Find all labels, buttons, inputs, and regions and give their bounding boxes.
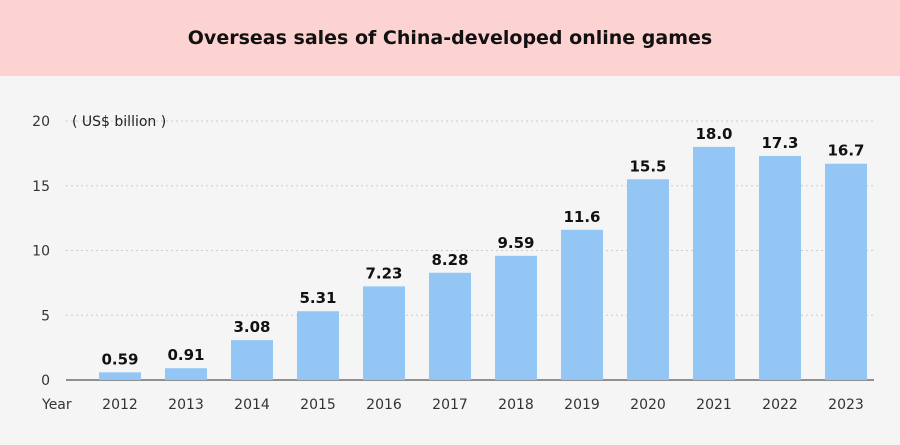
value-label-2018: 9.59 — [497, 234, 534, 252]
bar-2015 — [297, 311, 339, 380]
bar-2017 — [429, 272, 471, 380]
bar-2013 — [165, 368, 207, 380]
x-tick-label-2019: 2019 — [564, 397, 600, 413]
value-label-2013: 0.91 — [167, 346, 204, 364]
value-label-2023: 16.7 — [827, 142, 864, 160]
bar-2018 — [495, 255, 537, 380]
value-label-2016: 7.23 — [365, 264, 402, 282]
bar-2016 — [363, 286, 405, 380]
x-axis: 2012 2013 2014 2015 2016 2017 2018 2019 2020 2021… — [102, 397, 864, 413]
x-tick-label-2018: 2018 — [498, 397, 534, 413]
y-tick-label: 15 — [32, 179, 50, 195]
y-tick-label: 10 — [32, 244, 50, 260]
y-axis: 0 5 10 15 20 — [32, 114, 50, 389]
x-tick-label-2016: 2016 — [366, 397, 402, 413]
value-label-2012: 0.59 — [101, 350, 138, 368]
x-tick-label-2012: 2012 — [102, 397, 138, 413]
bar-2022 — [759, 155, 801, 380]
x-tick-label-2013: 2013 — [168, 397, 204, 413]
x-axis-title: Year — [41, 397, 72, 413]
x-tick-label-2020: 2020 — [630, 397, 666, 413]
x-tick-label-2023: 2023 — [828, 397, 864, 413]
bar-2014 — [231, 340, 273, 380]
value-label-2020: 15.5 — [629, 157, 666, 175]
bars — [99, 146, 867, 380]
title-band: Overseas sales of China-developed online… — [0, 0, 900, 76]
x-tick-label-2015: 2015 — [300, 397, 336, 413]
value-labels: 0.59 0.91 3.08 5.31 7.23 8.28 9.59 11.6 15.5 18.0… — [101, 125, 864, 368]
chart-title: Overseas sales of China-developed online… — [187, 27, 713, 49]
y-tick-label: 0 — [41, 373, 50, 389]
x-tick-label-2014: 2014 — [234, 397, 270, 413]
value-label-2014: 3.08 — [233, 318, 270, 336]
chart-area: 0 5 10 15 20 ( US$ billion ) 0.59 0.91 3.08 5.3… — [0, 76, 900, 441]
value-label-2017: 8.28 — [431, 251, 468, 269]
value-label-2022: 17.3 — [761, 134, 798, 152]
value-label-2015: 5.31 — [299, 289, 336, 307]
bar-2021 — [693, 146, 735, 380]
bar-2020 — [627, 179, 669, 380]
bar-2023 — [825, 163, 867, 380]
bar-2019 — [561, 229, 603, 380]
x-tick-label-2017: 2017 — [432, 397, 468, 413]
x-tick-label-2021: 2021 — [696, 397, 732, 413]
unit-label: ( US$ billion ) — [72, 114, 166, 130]
value-label-2021: 18.0 — [695, 125, 732, 143]
x-tick-label-2022: 2022 — [762, 397, 798, 413]
bar-2012 — [99, 372, 141, 380]
value-label-2019: 11.6 — [563, 208, 600, 226]
bar-chart: 0 5 10 15 20 ( US$ billion ) 0.59 0.91 3.08 5.3… — [32, 114, 874, 413]
y-tick-label: 20 — [32, 114, 50, 130]
y-tick-label: 5 — [41, 308, 50, 324]
